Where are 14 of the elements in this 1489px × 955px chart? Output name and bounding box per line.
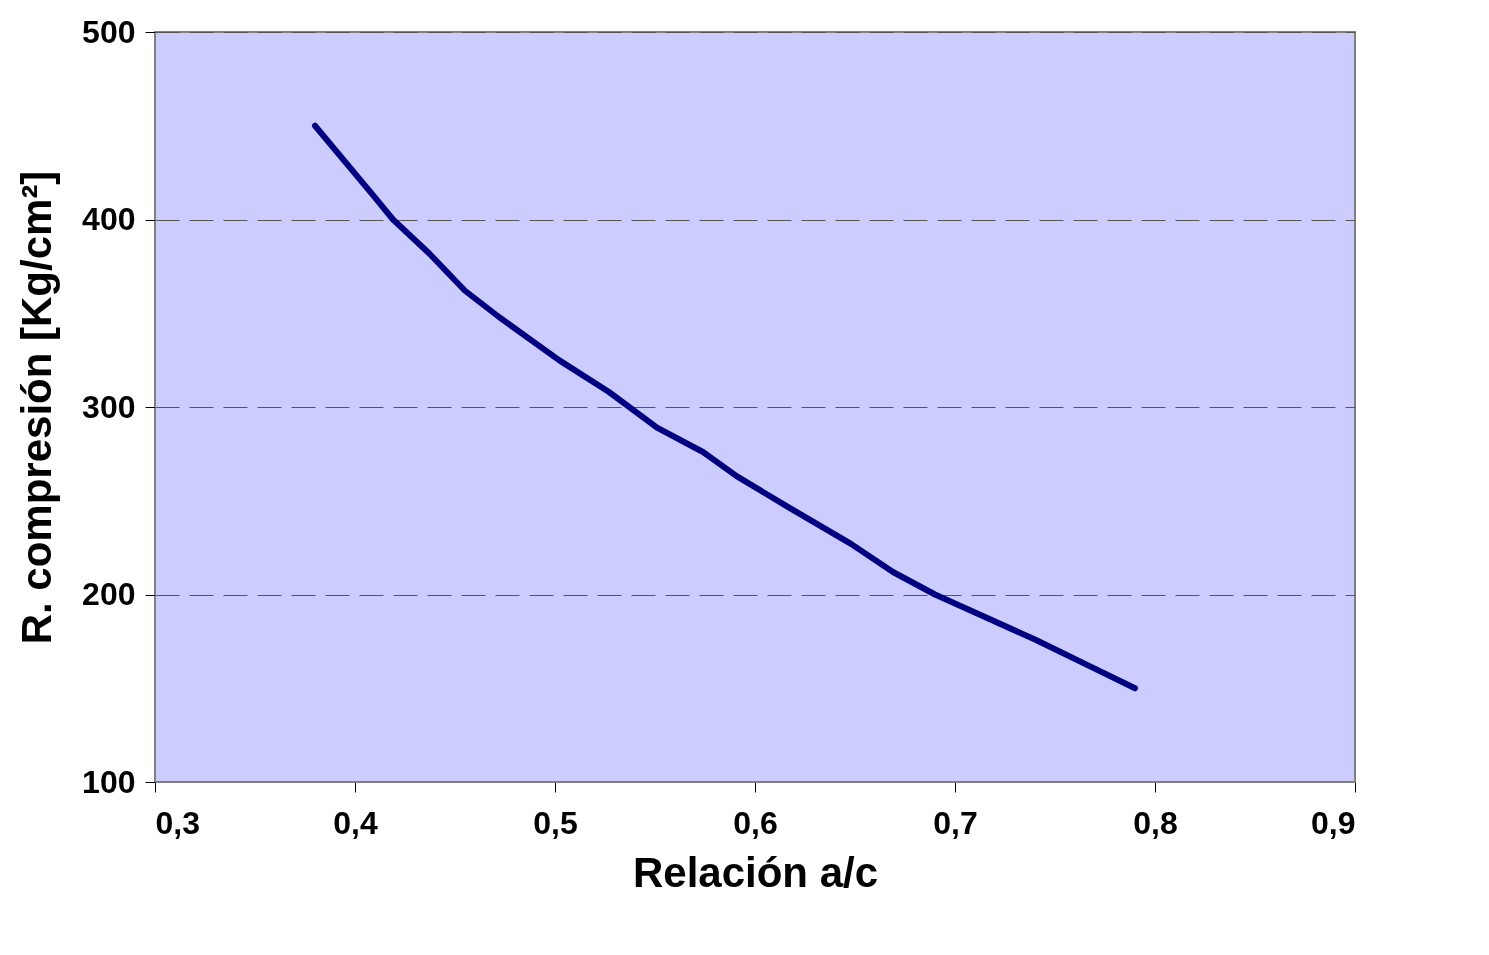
- x-axis-title: Relación a/c: [632, 848, 879, 896]
- x-tick-label: 0,3: [155, 804, 200, 841]
- y-tick-label: 400: [82, 201, 136, 237]
- x-tick-label: 0,7: [933, 804, 978, 841]
- x-tick-label: 0,8: [1133, 804, 1178, 841]
- y-tick-label: 100: [82, 763, 136, 800]
- x-tick-label: 0,5: [533, 804, 578, 841]
- y-axis-title: R. compresión [Kg/cm²]: [13, 170, 61, 645]
- x-tick-label: 0,4: [333, 804, 378, 841]
- y-tick-label: 500: [82, 13, 136, 50]
- y-tick-label: 200: [82, 576, 136, 612]
- y-tick-label: 300: [82, 388, 136, 425]
- x-tick-label: 0,9: [1311, 804, 1356, 841]
- x-tick-label: 0,6: [733, 804, 778, 841]
